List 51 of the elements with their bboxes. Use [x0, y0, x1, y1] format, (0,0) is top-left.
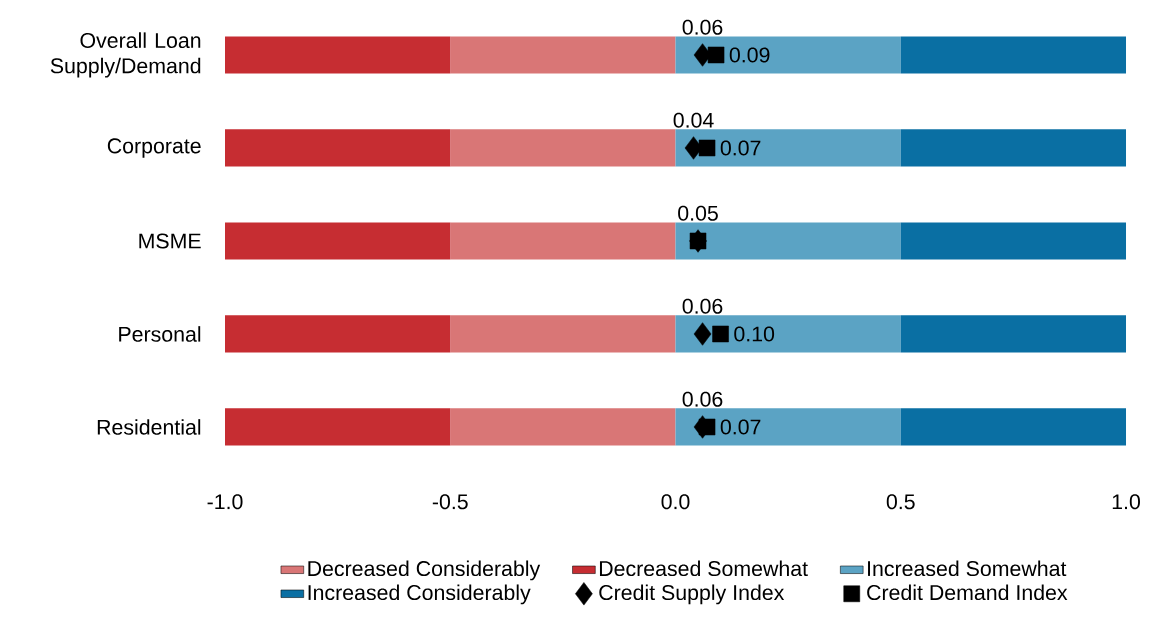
data-label: 0.07	[720, 140, 761, 156]
bar	[900, 129, 1127, 167]
data-label: 0.06	[682, 19, 723, 35]
bar	[225, 315, 451, 353]
bar	[675, 408, 901, 446]
data-label: 0.10	[734, 326, 775, 342]
bar	[225, 222, 451, 260]
legend-label: Increased Somewhat	[868, 560, 1067, 577]
x-tick-label: -1.0	[207, 494, 243, 510]
data-label: 0.07	[720, 419, 761, 435]
bar	[450, 36, 676, 74]
data-label: 0.09	[729, 47, 770, 63]
bar	[225, 408, 451, 446]
bar	[900, 222, 1127, 260]
y-tick-label: Personal	[119, 326, 201, 342]
bar	[900, 36, 1127, 74]
x-tick-label: 0.0	[661, 494, 690, 510]
x-tick-label: -0.5	[432, 494, 468, 510]
bar	[450, 315, 676, 353]
point	[689, 232, 707, 250]
bar	[675, 36, 901, 74]
y-tick-label: MSME	[139, 233, 201, 249]
point	[712, 325, 729, 343]
bar	[900, 315, 1127, 353]
legend-label: Increased Considerably	[308, 584, 531, 605]
y-tick-label: Overall Loan Supply/Demand	[50, 32, 201, 78]
legend-label: Credit Supply Index	[599, 584, 785, 605]
bar	[675, 315, 901, 353]
bar	[675, 222, 901, 260]
x-tick-label: 0.5	[886, 494, 915, 510]
data-label: 0.05	[678, 205, 718, 221]
y-tick-label: Residential	[97, 419, 201, 435]
point	[698, 418, 716, 436]
bar	[450, 222, 676, 260]
bar	[675, 129, 901, 167]
x-tick-label: 1.0	[1112, 494, 1140, 510]
bar	[225, 36, 451, 74]
bar	[450, 408, 676, 446]
legend-label: Credit Demand Index	[867, 584, 1068, 601]
bar	[900, 408, 1127, 446]
data-label: 0.04	[673, 112, 714, 128]
point	[693, 322, 712, 346]
bar	[225, 129, 451, 167]
legend-label: Decreased Somewhat	[599, 560, 808, 577]
y-tick-label: Corporate	[107, 138, 201, 158]
data-label: 0.06	[682, 391, 723, 407]
point	[707, 46, 725, 64]
data-label: 0.06	[682, 298, 723, 314]
legend-label: Decreased Considerably	[308, 560, 541, 581]
bar	[450, 129, 676, 167]
point	[698, 139, 716, 157]
